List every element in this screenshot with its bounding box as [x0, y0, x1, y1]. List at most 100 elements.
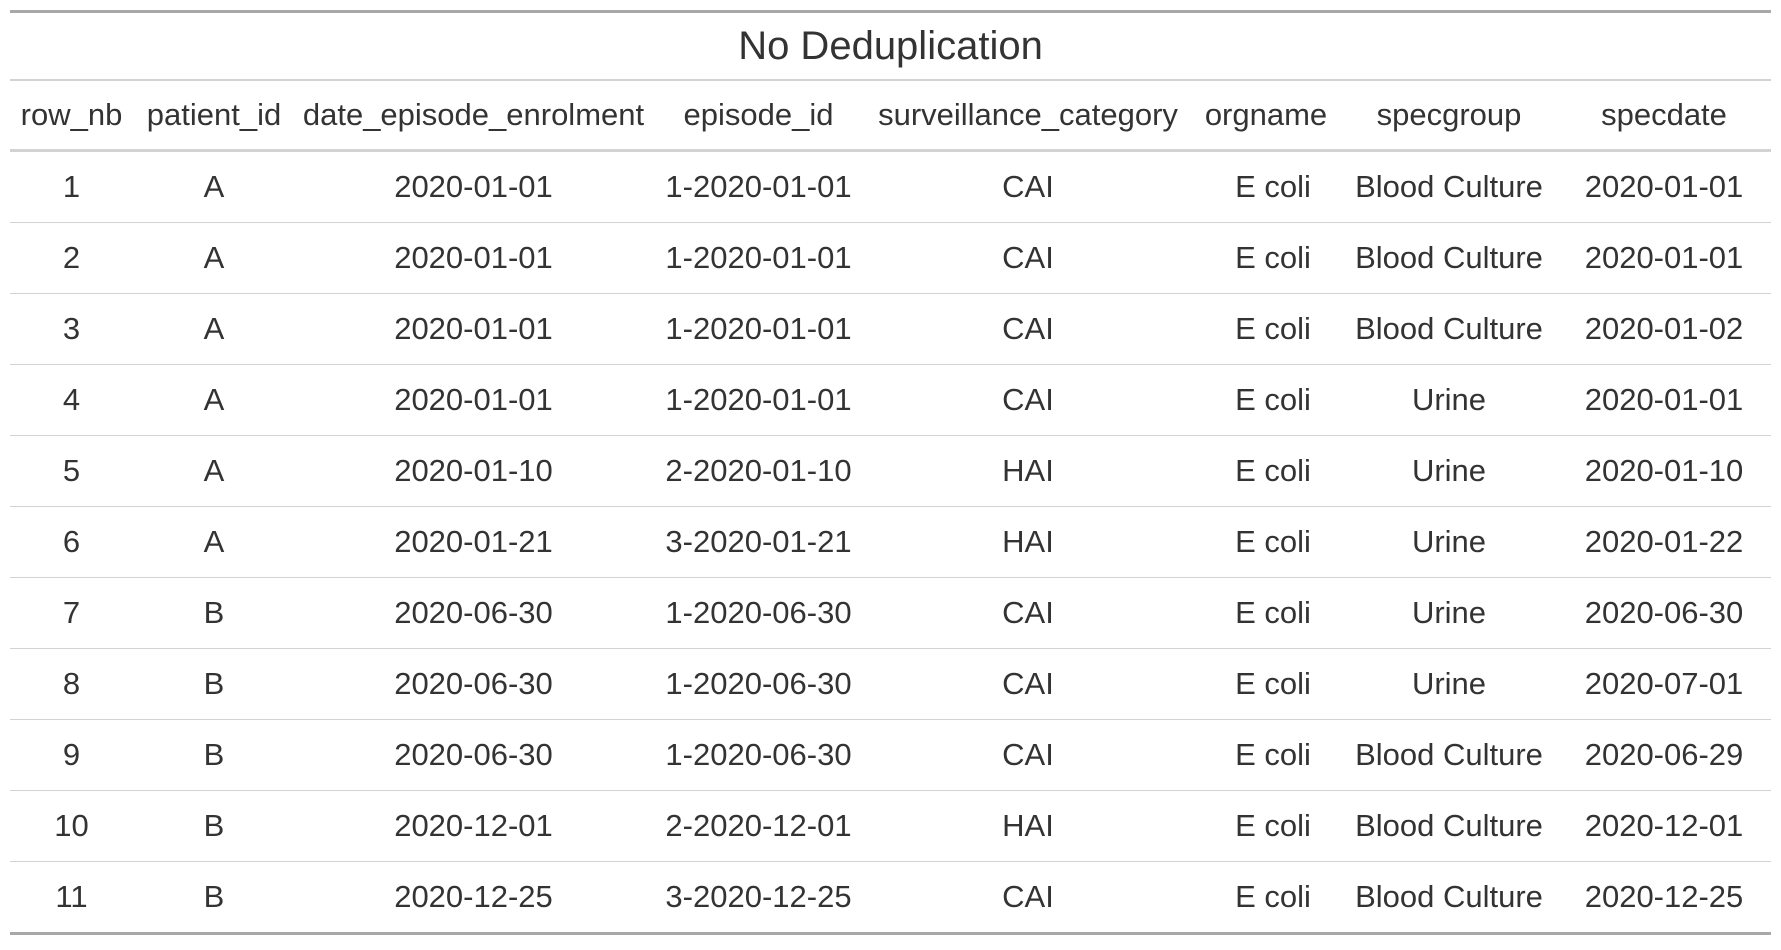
orgname-cell: E coli — [1191, 790, 1341, 862]
episode-id-cell: 3-2020-01-21 — [652, 506, 865, 578]
specdate-cell: 2020-01-10 — [1557, 435, 1772, 507]
table-body: 1 A 2020-01-01 1-2020-01-01 CAI E coli Blood C… — [10, 150, 1772, 934]
column-header-patient-id: patient_id — [133, 80, 295, 152]
data-table: No Deduplication row_nb patient_id date_… — [10, 10, 1772, 935]
specgroup-cell: Urine — [1341, 648, 1557, 720]
specdate-cell: 2020-01-01 — [1557, 150, 1772, 223]
row-nb-cell: 6 — [10, 506, 133, 578]
date-episode-enrolment-cell: 2020-01-01 — [295, 364, 652, 436]
specgroup-cell: Blood Culture — [1341, 150, 1557, 223]
table-title: No Deduplication — [10, 11, 1772, 81]
table-row: 4 A 2020-01-01 1-2020-01-01 CAI E coli Urine 20… — [10, 364, 1772, 436]
specgroup-cell: Blood Culture — [1341, 790, 1557, 862]
table-row: 11 B 2020-12-25 3-2020-12-25 CAI E coli Blood … — [10, 862, 1771, 934]
episode-id-cell: 1-2020-06-30 — [652, 577, 865, 649]
specgroup-cell: Blood Culture — [1355, 879, 1543, 914]
row-nb-cell: 10 — [10, 790, 133, 862]
specdate-cell: 2020-07-01 — [1557, 648, 1772, 720]
episode-id-cell: 2-2020-01-10 — [652, 435, 865, 507]
episode-id-cell: 1-2020-01-01 — [652, 293, 865, 365]
patient-id-cell: A — [133, 506, 295, 578]
row-nb-cell: 8 — [10, 648, 133, 720]
column-header-specdate: specdate — [1557, 80, 1772, 152]
row-nb-cell: 5 — [10, 435, 133, 507]
date-episode-enrolment-cell: 2020-01-01 — [295, 222, 652, 294]
date-episode-enrolment-cell: 2020-01-01 — [295, 293, 652, 365]
table-row: 1 A 2020-01-01 1-2020-01-01 CAI E coli Blood C… — [10, 150, 1772, 223]
patient-id-cell: B — [203, 879, 225, 914]
orgname-cell: E coli — [1191, 222, 1341, 294]
surveillance-category-cell: CAI — [865, 364, 1191, 436]
specdate-cell: 2020-01-22 — [1557, 506, 1772, 578]
orgname-cell: E coli — [1191, 577, 1341, 649]
row-nb-cell: 2 — [10, 222, 133, 294]
orgname-cell: E coli — [1191, 506, 1341, 578]
specgroup-cell: Urine — [1341, 364, 1557, 436]
specdate-cell: 2020-01-02 — [1557, 293, 1772, 365]
surveillance-category-cell: CAI — [1002, 879, 1054, 914]
orgname-cell: E coli — [1191, 150, 1341, 223]
row-nb-cell: 3 — [10, 293, 133, 365]
table-row: 5 A 2020-01-10 2-2020-01-10 HAI E coli Urine 20… — [10, 435, 1772, 507]
orgname-cell: E coli — [1235, 879, 1311, 914]
date-episode-enrolment-cell: 2020-01-10 — [295, 435, 652, 507]
specdate-cell: 2020-06-30 — [1557, 577, 1772, 649]
episode-id-cell: 3-2020-12-25 — [665, 879, 852, 914]
date-episode-enrolment-cell: 2020-01-01 — [295, 150, 652, 223]
episode-id-cell: 1-2020-06-30 — [652, 648, 865, 720]
row-nb-cell: 11 — [55, 879, 88, 914]
date-episode-enrolment-cell: 2020-12-01 — [295, 790, 652, 862]
specgroup-cell: Urine — [1341, 577, 1557, 649]
patient-id-cell: B — [133, 719, 295, 791]
specgroup-cell: Blood Culture — [1341, 222, 1557, 294]
table-title-row: No Deduplication — [10, 11, 1772, 81]
patient-id-cell: A — [133, 293, 295, 365]
patient-id-cell: B — [133, 790, 295, 862]
episode-id-cell: 1-2020-01-01 — [652, 364, 865, 436]
surveillance-category-cell: HAI — [865, 506, 1191, 578]
table-row: 6 A 2020-01-21 3-2020-01-21 HAI E coli Urine 20… — [10, 506, 1772, 578]
column-header-surveillance-category: surveillance_category — [865, 80, 1191, 152]
surveillance-category-cell: CAI — [865, 648, 1191, 720]
table-row: 2 A 2020-01-01 1-2020-01-01 CAI E coli Blood C… — [10, 222, 1772, 294]
column-header-specgroup: specgroup — [1341, 80, 1557, 152]
row-nb-cell: 7 — [10, 577, 133, 649]
episode-id-cell: 1-2020-01-01 — [652, 222, 865, 294]
date-episode-enrolment-cell: 2020-12-25 — [394, 879, 553, 914]
surveillance-category-cell: HAI — [865, 435, 1191, 507]
patient-id-cell: A — [133, 364, 295, 436]
table-row: 3 A 2020-01-01 1-2020-01-01 CAI E coli Blood C… — [10, 293, 1772, 365]
specgroup-cell: Urine — [1341, 435, 1557, 507]
date-episode-enrolment-cell: 2020-06-30 — [295, 577, 652, 649]
episode-id-cell: 1-2020-06-30 — [652, 719, 865, 791]
orgname-cell: E coli — [1191, 435, 1341, 507]
specgroup-cell: Blood Culture — [1341, 293, 1557, 365]
row-nb-cell: 1 — [10, 150, 133, 223]
orgname-cell: E coli — [1191, 293, 1341, 365]
specdate-cell: 2020-12-25 — [1584, 879, 1744, 914]
column-header-row-nb: row_nb — [10, 80, 133, 152]
surveillance-category-cell: CAI — [865, 719, 1191, 791]
surveillance-category-cell: CAI — [865, 150, 1191, 223]
surveillance-category-cell: HAI — [865, 790, 1191, 862]
orgname-cell: E coli — [1191, 719, 1341, 791]
specdate-cell: 2020-01-01 — [1557, 222, 1772, 294]
patient-id-cell: A — [133, 222, 295, 294]
table-row: 7 B 2020-06-30 1-2020-06-30 CAI E coli Urine 20… — [10, 577, 1772, 649]
episode-id-cell: 2-2020-12-01 — [652, 790, 865, 862]
patient-id-cell: B — [133, 577, 295, 649]
date-episode-enrolment-cell: 2020-06-30 — [295, 719, 652, 791]
specgroup-cell: Blood Culture — [1341, 719, 1557, 791]
episode-id-cell: 1-2020-01-01 — [652, 150, 865, 223]
column-header-orgname: orgname — [1191, 80, 1341, 152]
column-header-date-episode-enrolment: date_episode_enrolment — [295, 80, 652, 152]
specgroup-cell: Urine — [1341, 506, 1557, 578]
patient-id-cell: A — [133, 150, 295, 223]
orgname-cell: E coli — [1191, 648, 1341, 720]
surveillance-category-cell: CAI — [865, 577, 1191, 649]
column-header-episode-id: episode_id — [652, 80, 865, 152]
table-row: 9 B 2020-06-30 1-2020-06-30 CAI E coli Blood C… — [10, 719, 1772, 791]
surveillance-category-cell: CAI — [865, 293, 1191, 365]
data-table-container: No Deduplication row_nb patient_id date_… — [10, 10, 1772, 935]
patient-id-cell: B — [133, 648, 295, 720]
